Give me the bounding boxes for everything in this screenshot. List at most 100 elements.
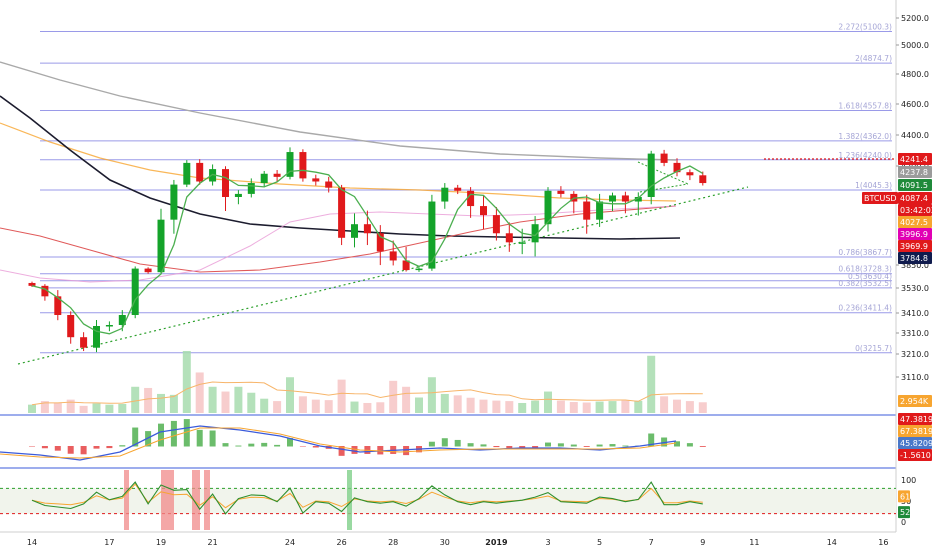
time-tick-label-9: 3: [545, 538, 550, 547]
time-tick-label-6: 28: [388, 538, 398, 547]
ma-orange: [0, 122, 677, 202]
price-tag-8-bg: [898, 240, 932, 252]
volume-bar-40: [544, 391, 552, 413]
macd-hist-9: [145, 431, 152, 447]
price-tag-0: 4241.4: [900, 155, 928, 164]
macd-hist-36: [493, 446, 500, 448]
candle-body-44: [596, 201, 604, 220]
volume-bar-10: [157, 393, 165, 413]
rsi-tick-label-0: 100: [901, 476, 916, 485]
fib-label-3: 1.382(4362.0): [838, 132, 892, 141]
candle-body-51: [686, 172, 694, 176]
candle-body-27: [376, 233, 384, 252]
candle-body-33: [454, 187, 462, 191]
candle-body-38: [518, 242, 526, 244]
volume-bar-43: [582, 402, 591, 413]
candle-body-49: [660, 153, 668, 163]
time-axis[interactable]: 14 17 19 21 24 26 28 30 2019 3 5 7 9 11 14 16: [27, 538, 889, 547]
macd-hist-39: [532, 446, 539, 448]
macd-hist-18: [261, 442, 268, 447]
macd-hist-29: [403, 446, 410, 456]
macd-hist-33: [454, 439, 461, 447]
rsi-panel: [0, 470, 896, 530]
time-tick-label-0: 14: [27, 538, 37, 547]
volume-bar-18: [260, 398, 269, 413]
time-tick-label-1: 17: [104, 538, 114, 547]
time-tick-label-13: 11: [749, 538, 759, 547]
volume-bar-19: [273, 401, 282, 413]
rsi-tag-1: 52: [900, 508, 910, 517]
volume-bar-6: [105, 404, 114, 413]
candle-body-35: [480, 206, 487, 216]
candle-body-4: [80, 337, 88, 348]
ascending-trendline: [17, 186, 749, 365]
candle-body-24: [338, 187, 346, 238]
fib-label-6: 0.786(3867.7): [838, 248, 892, 257]
candle-body-21: [299, 152, 307, 179]
macd-hist-24: [338, 446, 345, 456]
macd-hist-27: [377, 446, 384, 455]
candle-body-48: [647, 153, 655, 197]
volume-bar-41: [556, 400, 565, 413]
volume-bar-28: [389, 380, 398, 413]
macd-tag-1-bg: [898, 425, 932, 437]
price-tag-1-bg: [898, 166, 932, 178]
macd-hist-20: [287, 438, 293, 447]
price-tag-8: 3969.9: [900, 242, 928, 251]
macd-hist-6: [106, 446, 113, 449]
candle-body-19: [273, 173, 281, 177]
candle-body-15: [222, 169, 229, 197]
time-tick-label-7: 30: [440, 538, 450, 547]
candle-body-5: [93, 326, 100, 348]
rsi-tag-0-bg: [898, 490, 910, 503]
price-tick-label-10: 3310.0: [901, 329, 929, 338]
candlesticks: [28, 147, 707, 353]
volume-bar-38: [518, 402, 527, 413]
macd-line: [0, 425, 677, 461]
macd-hist-4: [80, 446, 87, 455]
volume-bar-49: [660, 396, 669, 413]
volume-bar-3: [66, 399, 75, 413]
price-tag-2: 4091.5: [900, 181, 928, 190]
time-tick-label-12: 9: [700, 538, 705, 547]
price-tick-label-2: 4800.0: [901, 70, 929, 79]
macd-hist-40: [545, 442, 551, 447]
macd-hist-17: [248, 443, 255, 447]
macd-hist-46: [622, 445, 629, 447]
fibonacci-levels: 2.272(5100.3) 2(4874.7) 1.618(4557.8) 1.382…: [40, 22, 892, 354]
candle-body-52: [699, 175, 707, 184]
candle-body-14: [209, 169, 217, 182]
volume-bar-45: [608, 401, 617, 413]
price-tag-5: 03:42:02: [900, 206, 932, 215]
volume-bar-9: [144, 387, 153, 413]
volume-tag-bg: [898, 395, 932, 407]
candle-body-0: [28, 282, 36, 286]
volume-bar-11: [169, 394, 178, 413]
volume-bar-27: [376, 402, 385, 413]
price-tag-1: 4237.8: [900, 168, 928, 177]
macd-signal-line: [0, 427, 677, 459]
volume-bar-23: [324, 400, 333, 413]
rsi-overbought-band-0: [124, 470, 129, 530]
volume-bar-14: [208, 386, 217, 413]
fib-label-4: 1.236(4240.0): [838, 151, 892, 160]
candle-body-26: [363, 224, 371, 234]
fib-label-5: 1(4045.3): [855, 181, 892, 190]
macd-hist-0: [29, 446, 35, 447]
macd-hist-52: [699, 446, 706, 447]
candle-body-22: [312, 178, 320, 182]
price-tag-7-bg: [898, 228, 932, 240]
macd-tag-3-bg: [898, 449, 932, 461]
volume-bar-12: [182, 351, 191, 413]
rsi-band: [0, 488, 896, 514]
price-tick-label-1: 5000.0: [901, 41, 929, 50]
macd-hist-21: [299, 446, 306, 447]
volume-bar-16: [234, 386, 243, 413]
candle-body-13: [196, 162, 204, 182]
fib-label-0: 2.272(5100.3): [838, 22, 892, 31]
grid-layer: [0, 0, 897, 533]
candle-body-28: [389, 251, 397, 261]
macd-hist-15: [222, 443, 229, 447]
